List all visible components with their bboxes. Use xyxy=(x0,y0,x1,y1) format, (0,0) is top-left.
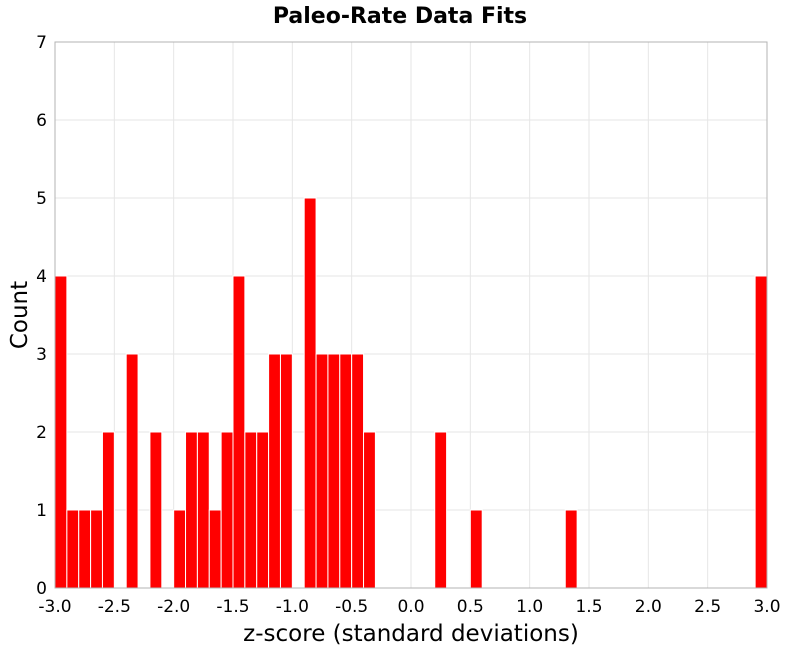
y-tick-label-2: 2 xyxy=(36,423,47,443)
histogram-bars xyxy=(54,197,768,589)
x-tick-label-6: 0.0 xyxy=(397,597,424,617)
x-tick-label-5: -0.5 xyxy=(335,597,368,617)
x-tick-label-0: -3.0 xyxy=(38,597,71,617)
x-tick-label-11: 2.5 xyxy=(694,597,721,617)
bar-23 xyxy=(434,431,448,589)
bar-7 xyxy=(173,509,187,589)
x-tick-label-12: 3.0 xyxy=(753,597,780,617)
bar-15 xyxy=(268,353,281,589)
bar-10 xyxy=(208,509,222,589)
bar-16 xyxy=(279,353,293,589)
y-tick-label-1: 1 xyxy=(36,501,47,521)
y-tick-label-4: 4 xyxy=(36,267,47,287)
bar-11 xyxy=(220,431,234,589)
x-axis-ticks: -3.0 -2.5 -2.0 -1.5 -1.0 -0.5 0.0 0.5 1.0 1.5 2.0 2… xyxy=(38,597,780,617)
x-tick-label-3: -1.5 xyxy=(216,597,249,617)
bar-6 xyxy=(149,431,163,589)
bar-8 xyxy=(185,431,198,589)
x-tick-label-1: -2.5 xyxy=(98,597,131,617)
bar-3 xyxy=(90,509,103,589)
x-tick-label-8: 1.0 xyxy=(516,597,543,617)
x-tick-label-7: 0.5 xyxy=(457,597,484,617)
bar-2 xyxy=(78,509,92,589)
y-tick-label-6: 6 xyxy=(36,111,47,131)
y-axis-ticks: 0 1 2 3 4 5 6 7 xyxy=(36,33,47,599)
y-tick-label-0: 0 xyxy=(36,579,47,599)
x-tick-label-10: 2.0 xyxy=(635,597,662,617)
bar-21 xyxy=(351,353,365,589)
bar-13 xyxy=(244,431,258,589)
x-tick-label-2: -2.0 xyxy=(157,597,190,617)
y-axis-label: Count xyxy=(7,281,33,349)
bar-22 xyxy=(363,431,376,589)
chart-title: Paleo-Rate Data Fits xyxy=(273,4,527,29)
bar-14 xyxy=(256,431,270,589)
y-tick-label-5: 5 xyxy=(36,189,47,209)
bar-20 xyxy=(339,353,353,589)
bar-4 xyxy=(101,431,115,589)
bar-18 xyxy=(315,353,329,589)
bar-26 xyxy=(754,275,768,589)
plot-frame xyxy=(54,41,768,589)
x-axis-label: z-score (standard deviations) xyxy=(243,621,579,647)
x-tick-label-4: -1.0 xyxy=(276,597,309,617)
bar-9 xyxy=(196,431,210,589)
bar-19 xyxy=(327,353,341,589)
y-tick-label-3: 3 xyxy=(36,345,47,365)
bar-24 xyxy=(469,509,483,589)
bar-25 xyxy=(564,509,578,589)
x-tick-label-9: 1.5 xyxy=(575,597,602,617)
bar-1 xyxy=(66,509,80,589)
bar-5 xyxy=(125,353,139,589)
bar-0 xyxy=(54,275,68,589)
y-tick-label-7: 7 xyxy=(36,33,47,53)
bar-17 xyxy=(303,197,317,589)
bar-12 xyxy=(232,275,246,589)
